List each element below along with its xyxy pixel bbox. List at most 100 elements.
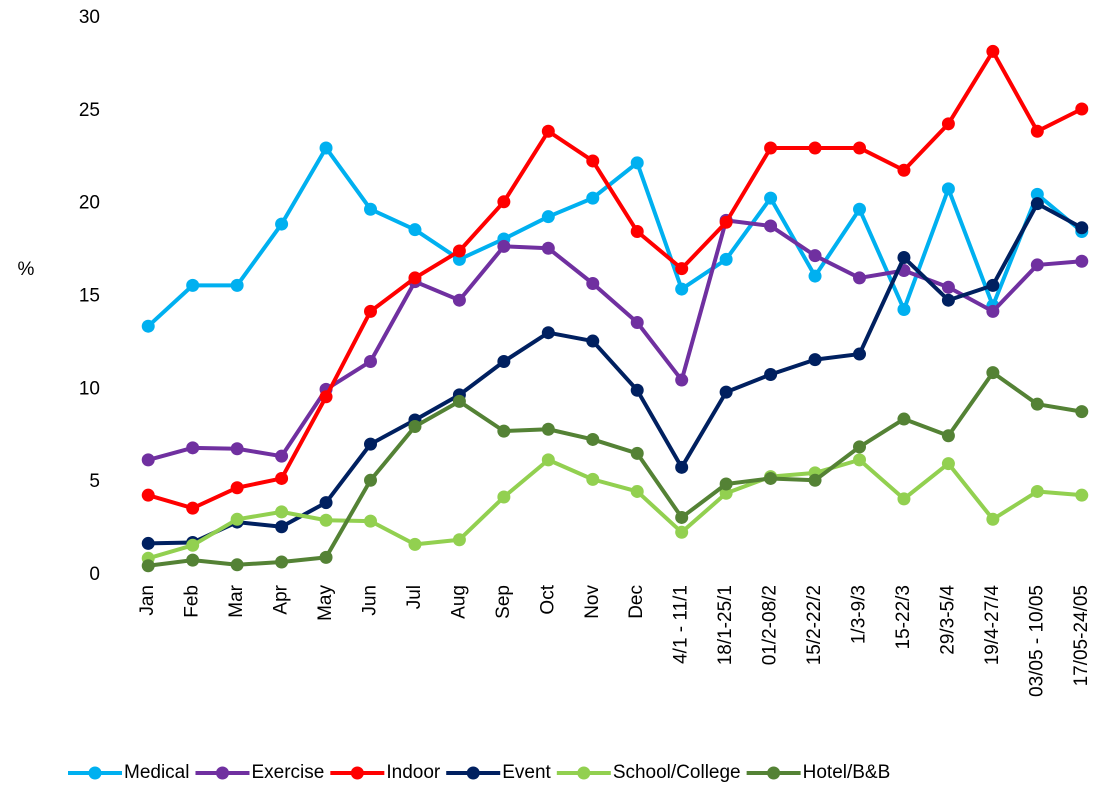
data-point bbox=[408, 537, 422, 551]
data-point bbox=[275, 520, 289, 534]
data-point bbox=[586, 472, 600, 486]
data-point bbox=[541, 241, 555, 255]
data-point bbox=[1075, 221, 1089, 235]
x-tick-label: 19/4-27/4 bbox=[982, 585, 1003, 666]
x-tick-label: Jun bbox=[360, 585, 381, 616]
data-point bbox=[1030, 484, 1044, 498]
data-point bbox=[1030, 124, 1044, 138]
data-point bbox=[186, 441, 200, 455]
x-tick-label: 01/2-08/2 bbox=[760, 585, 781, 665]
legend-marker bbox=[350, 766, 364, 780]
data-point bbox=[808, 141, 822, 155]
series-line bbox=[147, 457, 1082, 561]
data-point bbox=[941, 117, 955, 131]
series-line bbox=[147, 370, 1083, 568]
data-point bbox=[230, 442, 244, 456]
data-point bbox=[275, 555, 289, 569]
x-tick-label: 17/05-24/05 bbox=[1071, 585, 1092, 686]
series-line bbox=[147, 218, 1082, 462]
series-line bbox=[147, 49, 1083, 511]
data-point bbox=[141, 536, 155, 550]
data-point bbox=[853, 141, 866, 155]
data-point bbox=[1075, 405, 1089, 419]
data-point bbox=[319, 513, 333, 527]
legend-marker bbox=[577, 766, 591, 780]
data-point bbox=[986, 44, 1000, 58]
x-tick-label: Apr bbox=[271, 584, 292, 614]
data-point bbox=[1030, 258, 1044, 272]
data-point bbox=[808, 353, 822, 367]
x-tick-label: Nov bbox=[582, 585, 603, 619]
data-point bbox=[630, 484, 644, 498]
y-tick-label: 20 bbox=[79, 193, 100, 214]
data-point bbox=[719, 486, 733, 500]
legend-marker bbox=[215, 766, 229, 780]
x-tick-label: Aug bbox=[448, 585, 469, 619]
data-point bbox=[897, 412, 911, 426]
data-point bbox=[853, 440, 866, 454]
data-point bbox=[186, 501, 200, 515]
data-point bbox=[541, 210, 555, 224]
data-point bbox=[764, 219, 778, 233]
data-point bbox=[497, 239, 511, 253]
legend-label: School/College bbox=[613, 762, 741, 783]
data-point bbox=[541, 124, 555, 138]
data-point bbox=[941, 182, 955, 196]
data-point bbox=[275, 471, 289, 485]
legend-marker bbox=[466, 766, 480, 780]
data-point bbox=[853, 347, 866, 361]
data-point bbox=[986, 512, 1000, 526]
x-tick-label: Feb bbox=[182, 585, 203, 618]
data-point bbox=[853, 453, 866, 467]
legend-label: Exercise bbox=[251, 762, 324, 783]
data-point bbox=[408, 419, 422, 433]
data-point bbox=[364, 354, 377, 368]
series-line bbox=[146, 145, 1084, 328]
data-point bbox=[319, 390, 333, 404]
data-point bbox=[719, 252, 733, 266]
data-point bbox=[364, 202, 377, 216]
x-tick-label: 4/1 - 11/1 bbox=[671, 585, 692, 664]
legend-label: Medical bbox=[124, 762, 189, 783]
data-point bbox=[808, 473, 822, 487]
legend-marker bbox=[88, 766, 102, 780]
data-point bbox=[719, 477, 733, 491]
data-point bbox=[941, 457, 955, 471]
data-point bbox=[541, 326, 555, 340]
data-point bbox=[764, 367, 778, 381]
data-point bbox=[897, 163, 911, 177]
data-point bbox=[941, 429, 955, 443]
data-point bbox=[719, 215, 733, 229]
legend-marker bbox=[767, 766, 781, 780]
y-tick-label: 5 bbox=[89, 471, 100, 492]
data-point bbox=[808, 269, 822, 283]
data-point bbox=[186, 553, 200, 567]
data-point bbox=[897, 302, 911, 316]
data-point bbox=[586, 154, 600, 168]
data-point bbox=[986, 366, 1000, 380]
x-tick-label: Jul bbox=[404, 585, 425, 609]
data-point bbox=[853, 202, 866, 216]
data-point bbox=[1030, 187, 1044, 201]
x-tick-label: 1/3-9/3 bbox=[849, 585, 870, 644]
data-point bbox=[1030, 397, 1044, 411]
data-point bbox=[1075, 488, 1089, 502]
data-point bbox=[586, 432, 600, 446]
x-tick-label: Oct bbox=[537, 584, 558, 614]
data-point bbox=[186, 538, 200, 552]
data-point bbox=[719, 385, 733, 399]
data-point bbox=[1030, 197, 1044, 211]
data-point bbox=[808, 249, 822, 263]
y-tick-label: 25 bbox=[79, 100, 100, 121]
data-point bbox=[364, 473, 377, 487]
data-point bbox=[764, 191, 778, 205]
x-tick-label: Mar bbox=[226, 584, 247, 617]
y-tick-label: 15 bbox=[79, 286, 100, 307]
data-point bbox=[630, 156, 644, 170]
data-point bbox=[897, 251, 911, 265]
data-point bbox=[897, 492, 911, 506]
data-point bbox=[275, 505, 289, 519]
data-point bbox=[541, 453, 555, 467]
data-point bbox=[764, 141, 778, 155]
data-point bbox=[275, 449, 289, 463]
